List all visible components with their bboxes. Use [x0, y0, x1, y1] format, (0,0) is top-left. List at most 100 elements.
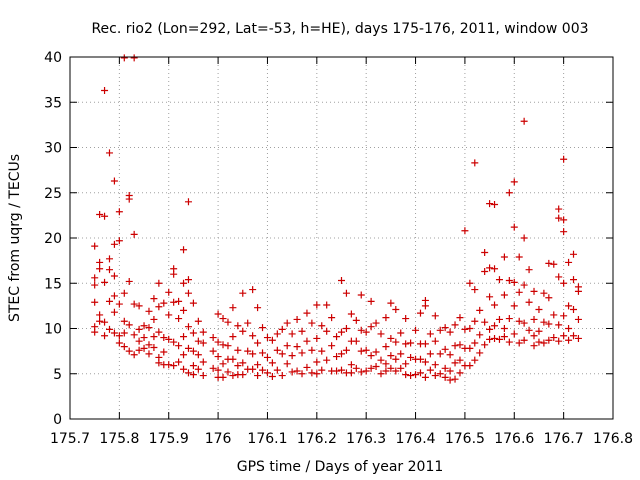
data-point [249, 332, 257, 340]
data-point [441, 364, 449, 372]
data-point [96, 210, 104, 218]
data-point [125, 195, 133, 203]
data-point [560, 312, 568, 320]
data-point [570, 276, 578, 284]
data-point [338, 366, 345, 374]
data-point [263, 353, 271, 361]
data-point [377, 370, 385, 378]
data-point [540, 289, 548, 297]
data-point [535, 338, 543, 346]
data-point [486, 264, 494, 272]
data-point [165, 311, 173, 319]
data-point [362, 346, 370, 354]
data-point [545, 294, 553, 302]
data-point [357, 347, 365, 355]
data-point [471, 339, 479, 347]
data-point [101, 278, 109, 286]
data-point [397, 364, 405, 372]
data-point [115, 300, 123, 308]
data-point [342, 346, 350, 354]
data-point [313, 301, 321, 309]
data-point [466, 325, 474, 332]
data-point [333, 367, 341, 375]
data-point [263, 369, 271, 377]
data-point [130, 300, 138, 308]
data-point [342, 289, 350, 297]
data-point [199, 372, 207, 380]
data-point [318, 322, 326, 330]
data-point [170, 362, 178, 370]
data-point [155, 303, 163, 311]
data-point [461, 227, 469, 235]
data-point [140, 334, 148, 342]
data-point [461, 325, 469, 333]
data-point [303, 337, 311, 345]
data-point [372, 363, 380, 371]
data-point [96, 317, 104, 325]
data-point [505, 338, 513, 346]
data-point [486, 325, 494, 333]
data-point [199, 358, 207, 366]
data-point [367, 323, 375, 331]
data-point [180, 279, 188, 287]
data-point [486, 293, 494, 301]
data-point [91, 242, 99, 250]
data-point [229, 304, 237, 312]
data-point [313, 370, 321, 378]
data-point [288, 368, 296, 376]
data-point [451, 375, 459, 383]
data-point [333, 353, 341, 361]
data-point [530, 332, 538, 340]
data-point [165, 361, 173, 369]
x-axis-label: GPS time / Days of year 2011 [237, 459, 444, 475]
data-point [318, 366, 326, 374]
data-point [229, 372, 237, 380]
data-point [145, 324, 153, 332]
data-point [545, 320, 553, 328]
data-point [357, 291, 365, 299]
data-point [426, 366, 434, 374]
data-point [387, 364, 395, 372]
data-point [189, 347, 197, 355]
data-point [510, 278, 518, 286]
data-point [278, 325, 286, 333]
data-point [451, 359, 459, 367]
data-point [180, 333, 188, 341]
data-point [382, 360, 390, 368]
data-point [421, 373, 429, 381]
data-point [140, 322, 148, 330]
chart-title: Rec. rio2 (Lon=292, Lat=-53, h=HE), days… [91, 21, 588, 37]
data-point [560, 228, 568, 236]
data-point [525, 298, 533, 306]
data-point [382, 314, 390, 322]
data-point [520, 117, 528, 125]
data-point [244, 347, 252, 355]
data-point [229, 355, 237, 363]
data-point [367, 352, 375, 360]
data-point [115, 339, 123, 347]
data-point [96, 311, 104, 319]
data-point [397, 329, 405, 337]
data-point [105, 255, 113, 263]
data-point [323, 356, 331, 364]
data-point [436, 326, 444, 334]
data-point [283, 342, 291, 350]
data-point [259, 349, 267, 357]
data-point [323, 327, 331, 335]
data-point [342, 325, 350, 332]
data-point [298, 327, 306, 335]
data-point [456, 341, 464, 349]
data-point [495, 335, 503, 343]
data-point [298, 370, 306, 378]
data-point [560, 216, 568, 224]
data-point [244, 319, 252, 327]
data-point [254, 339, 262, 347]
x-tick-label: 176.1 [247, 431, 287, 447]
data-point [209, 347, 217, 355]
data-point [194, 365, 202, 373]
data-point [515, 288, 523, 296]
data-point [515, 317, 523, 325]
data-point [392, 338, 400, 346]
data-point [456, 369, 464, 377]
data-point [535, 327, 543, 335]
